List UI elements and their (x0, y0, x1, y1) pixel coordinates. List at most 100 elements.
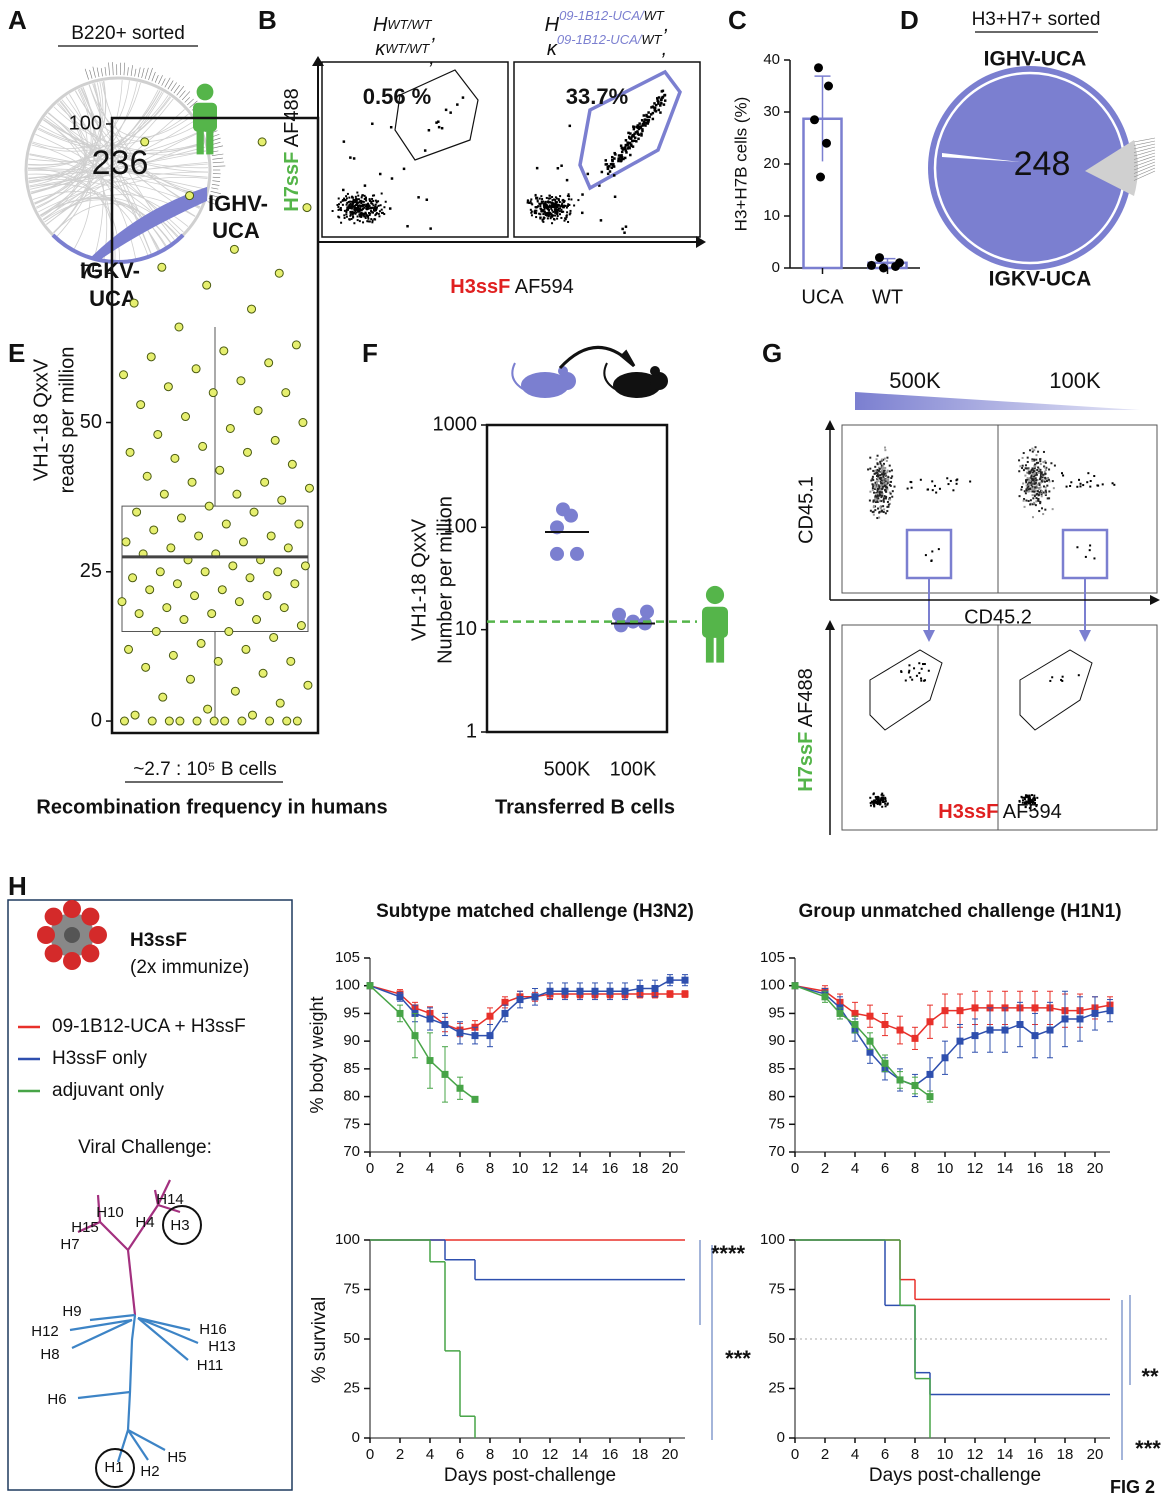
flow-event (882, 498, 885, 501)
flow-event (884, 449, 887, 452)
flow-event (876, 473, 879, 476)
antigen-label: H3ssF (130, 930, 187, 951)
flow-event (530, 211, 533, 214)
data-point (209, 716, 219, 726)
data-point (124, 644, 134, 654)
flow-event (354, 200, 357, 203)
data-point (275, 698, 285, 708)
flow-event (550, 205, 553, 208)
flow-event (1023, 796, 1026, 799)
transfer-arrow (558, 346, 632, 370)
data-point (185, 191, 195, 201)
tree-branch (116, 1314, 137, 1463)
data-point (136, 400, 146, 410)
flow-event (363, 184, 367, 187)
flow-event (884, 489, 887, 492)
tree-label: H6 (47, 1391, 66, 1408)
flow-event (567, 193, 570, 196)
data-point (1076, 1015, 1084, 1023)
data-point (791, 982, 799, 990)
flow-event (868, 499, 871, 502)
flow-event (530, 214, 533, 217)
circos-tick (212, 180, 221, 182)
data-point (456, 1084, 464, 1092)
flow-event (343, 197, 346, 200)
data-point (117, 597, 127, 607)
x-tick-label: 18 (1057, 1160, 1074, 1177)
gated-event (649, 113, 653, 116)
flow-event (1032, 469, 1035, 472)
flow-event (880, 486, 883, 489)
flow-event (1021, 464, 1024, 467)
flow-event (1033, 482, 1036, 485)
tree-label: H10 (96, 1204, 124, 1221)
flow-event (915, 674, 918, 677)
flow-event (527, 201, 530, 204)
flow-event (879, 507, 882, 510)
gated-event (617, 159, 620, 163)
flow-event (869, 802, 872, 805)
flow-event (876, 487, 879, 490)
flow-event (350, 207, 353, 210)
flow-event (352, 198, 355, 201)
data-point (441, 1021, 449, 1029)
flow-event (375, 201, 378, 204)
flow-event (356, 198, 359, 201)
gated-event (632, 127, 636, 131)
flow-x-label: CD45.2 (964, 606, 1032, 628)
gated-event (627, 135, 631, 139)
data-point (441, 1070, 449, 1078)
data-point (258, 668, 268, 678)
y-tick-label: 50 (343, 1330, 360, 1347)
flow-event (884, 805, 887, 808)
gated-event (644, 124, 647, 127)
flow-event (1040, 472, 1043, 475)
tree-label: H5 (167, 1449, 186, 1466)
flow-event (562, 206, 565, 209)
data-point (471, 1032, 479, 1040)
genotype-k-part: κ (547, 38, 558, 60)
flow-event (560, 205, 563, 208)
flow-event (878, 491, 881, 494)
gated-event (650, 106, 653, 109)
y-tick-label: 10 (763, 207, 780, 224)
y-tick-label: 85 (768, 1060, 785, 1077)
flow-event (542, 210, 545, 213)
flow-event (552, 218, 555, 221)
flow-event (384, 200, 387, 203)
flow-event (874, 495, 877, 498)
y-tick-label: 75 (768, 1115, 785, 1132)
flow-event (353, 208, 356, 211)
tree-label: H14 (156, 1191, 184, 1208)
flow-event (1044, 486, 1047, 489)
flow-event (878, 484, 881, 487)
gated-event (641, 129, 644, 133)
gated-event (624, 139, 628, 142)
panel-label: C (728, 5, 747, 35)
flow-event (1036, 471, 1039, 474)
flow-event (931, 550, 934, 553)
x-tick-label: 0 (366, 1446, 374, 1463)
data-point (264, 358, 274, 368)
flow-event (349, 202, 352, 205)
flow-event (1040, 507, 1043, 510)
flow-event (886, 802, 889, 805)
flow-event (884, 796, 887, 799)
flow-event (567, 203, 570, 206)
flow-event (417, 196, 420, 199)
flow-event (1027, 483, 1030, 486)
flow-event (920, 677, 923, 680)
flow-event (556, 204, 559, 207)
flow-event (363, 206, 366, 209)
gated-event (646, 122, 650, 125)
flow-event (886, 803, 889, 806)
flow-event (371, 122, 374, 126)
circos-tick (164, 77, 171, 88)
gated-event (610, 163, 613, 166)
flow-event (353, 222, 356, 225)
data-point (881, 1021, 889, 1029)
gated-event (440, 126, 444, 130)
data-point (245, 573, 255, 583)
flow-event (1084, 555, 1087, 558)
flow-event (1032, 482, 1035, 485)
